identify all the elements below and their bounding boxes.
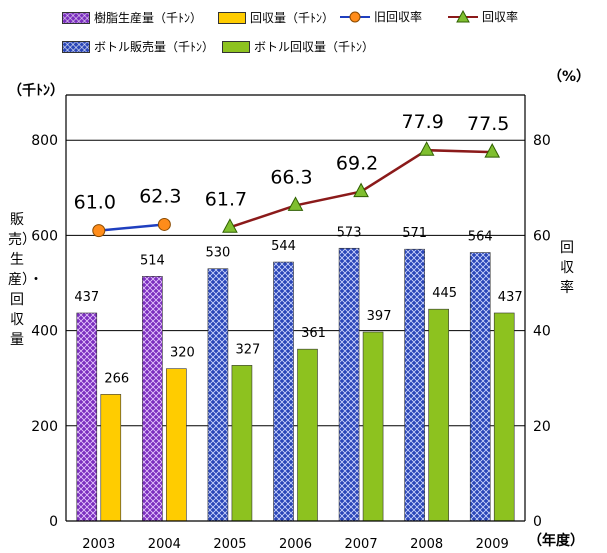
x-tick-label: 2007: [345, 537, 378, 552]
bar-value-label: 437: [74, 290, 99, 305]
bar: [142, 276, 163, 522]
legend-label-old-rate: 旧回収率: [374, 10, 423, 24]
legend-label-rate: 回収率: [482, 10, 519, 24]
x-tick-label: 2005: [213, 537, 246, 552]
y-tick-label: 800: [31, 133, 58, 149]
lines: [92, 141, 501, 238]
rate-value-label: 77.9: [401, 111, 443, 133]
right-axis-title: 回収率: [560, 240, 574, 296]
bar-value-label: 397: [367, 309, 392, 324]
rate-value-label: 61.0: [74, 192, 116, 214]
y-tick-label: 0: [49, 514, 58, 530]
legend-item-bottle-sales: ボトル販売量（千ﾄﾝ）: [62, 38, 214, 55]
legend-line-rate: [448, 9, 478, 24]
legend-item-resin-production: 樹脂生産量（千ﾄﾝ）: [62, 9, 202, 26]
bar-value-label: 573: [337, 225, 362, 240]
bar: [493, 312, 515, 522]
line-marker: [353, 182, 369, 198]
bar: [297, 348, 318, 522]
bar: [404, 248, 425, 522]
legend: 樹脂生産量（千ﾄﾝ） 回収量（千ﾄﾝ） 旧回収率 回収率 ボトル販売量（千ﾄﾝ）…: [0, 0, 607, 60]
y2-tick-label: 20: [533, 419, 551, 435]
legend-label-bottle-sales: ボトル販売量（千ﾄﾝ）: [94, 40, 215, 54]
line-marker: [222, 218, 238, 233]
bar: [231, 365, 253, 522]
rate-value-label: 61.7: [205, 188, 247, 210]
bar-value-label: 564: [468, 230, 493, 245]
left-axis-unit: （千ﾄﾝ）: [8, 83, 64, 99]
right-axis-unit: （%）: [548, 69, 591, 85]
legend-swatch-collection: [218, 11, 246, 24]
y2-tick-label: 80: [533, 133, 551, 149]
bar: [428, 308, 449, 522]
bars: [76, 247, 515, 522]
legend-label-bottle-collection: ボトル回収量（千ﾄﾝ）: [254, 40, 375, 54]
y2-tick-label: 60: [533, 228, 551, 244]
line-marker: [287, 196, 304, 211]
y-tick-label: 600: [31, 228, 58, 244]
bar-value-label: 445: [432, 286, 457, 301]
rate-value-label: 69.2: [336, 153, 378, 175]
bar: [76, 312, 98, 522]
bar-value-label: 571: [402, 226, 427, 241]
axes: 0 200 400 600 800 0 20 40 60 80 2003 2004 2005 2006 20…: [31, 94, 551, 552]
data-labels: 437 514 266 320 530 544 573 571 564 327 361 397 445 4…: [74, 111, 523, 386]
series-line: [98, 223, 165, 232]
y2-tick-label: 40: [533, 324, 551, 340]
y-tick-label: 200: [31, 419, 58, 435]
x-tick-label: 2009: [476, 537, 509, 552]
bar-value-label: 544: [271, 239, 296, 254]
rate-value-label: 77.5: [467, 113, 509, 135]
bar: [362, 331, 384, 522]
line-marker: [484, 143, 501, 158]
x-tick-label: 2003: [82, 537, 115, 552]
line-marker: [157, 217, 171, 231]
line-marker: [92, 224, 106, 238]
bar-value-label: 327: [236, 342, 261, 357]
legend-label-collection: 回収量（千ﾄﾝ）: [250, 11, 335, 25]
bar: [100, 394, 122, 522]
legend-item-rate: 回収率: [448, 8, 518, 25]
bar-value-label: 361: [301, 326, 326, 341]
y2-tick-label: 0: [533, 514, 542, 530]
legend-label-resin-production: 樹脂生産量（千ﾄﾝ）: [94, 11, 203, 25]
bar-value-label: 514: [140, 253, 165, 268]
bar: [338, 247, 360, 522]
bar-value-label: 437: [498, 290, 523, 305]
bar: [207, 268, 229, 522]
bar: [273, 261, 294, 522]
line-marker: [418, 141, 435, 156]
legend-swatch-bottle-collection: [222, 40, 250, 53]
legend-item-old-rate: 旧回収率: [340, 8, 422, 25]
bar-value-label: 530: [206, 246, 231, 261]
x-tick-label: 2008: [410, 537, 443, 552]
bar: [469, 252, 491, 522]
legend-item-bottle-collection: ボトル回収量（千ﾄﾝ）: [222, 38, 374, 55]
legend-swatch-bottle-sales: [62, 40, 90, 53]
y-tick-label: 400: [31, 324, 58, 340]
x-tick-label: 2004: [148, 537, 181, 552]
bar-value-label: 266: [104, 371, 129, 386]
rate-value-label: 62.3: [139, 185, 181, 207]
bar: [166, 368, 187, 522]
legend-swatch-resin-production: [62, 11, 90, 24]
x-axis-unit: （年度）: [528, 533, 584, 549]
rate-value-label: 66.3: [270, 166, 312, 188]
legend-line-old-rate: [340, 10, 370, 24]
bar-value-label: 320: [170, 346, 195, 361]
x-tick-label: 2006: [279, 537, 312, 552]
legend-item-collection: 回収量（千ﾄﾝ）: [218, 9, 334, 26]
